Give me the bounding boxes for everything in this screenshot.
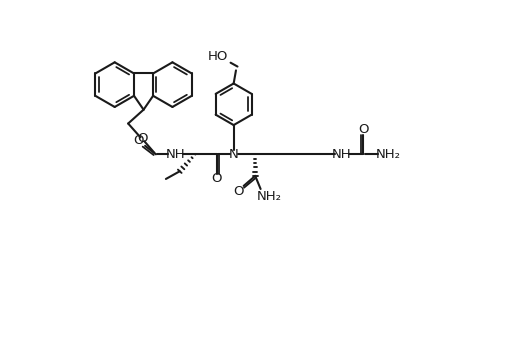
Text: O: O	[137, 133, 147, 145]
Text: NH: NH	[165, 148, 185, 161]
Text: HO: HO	[208, 50, 229, 63]
Text: N: N	[229, 148, 238, 161]
Text: O: O	[358, 123, 368, 136]
Text: NH₂: NH₂	[257, 190, 281, 203]
Text: O: O	[211, 172, 222, 185]
Text: O: O	[233, 185, 243, 198]
Text: O: O	[134, 134, 144, 147]
Text: NH: NH	[332, 148, 351, 161]
Text: NH₂: NH₂	[376, 148, 401, 161]
